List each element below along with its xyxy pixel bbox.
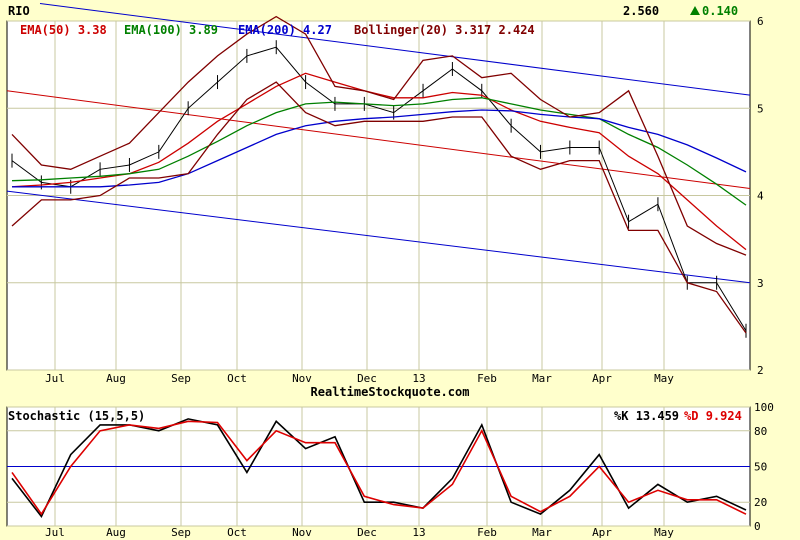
ema200-label: EMA(200) 4.27	[238, 23, 332, 37]
price-x-tick-label: Dec	[357, 372, 377, 385]
stoch-y-tick-label: 20	[754, 496, 767, 509]
stoch-x-tick-label: Jul	[45, 526, 65, 539]
price-y-tick-label: 5	[757, 102, 764, 115]
price-y-tick-label: 4	[757, 190, 764, 203]
bollinger-upper-line	[11, 15, 747, 256]
price-x-ticks: Jul Aug Sep Oct Nov Dec 13 Feb Mar Apr May	[45, 372, 674, 385]
price-x-tick-label: Sep	[171, 372, 191, 385]
watermark[interactable]: RealtimeStockquote.com	[311, 385, 470, 399]
price-x-tick-label: Jul	[45, 372, 65, 385]
upper-channel-line	[39, 3, 751, 96]
stoch-y-tick-label: 0	[754, 520, 761, 533]
price-y-tick-label: 6	[757, 15, 764, 28]
price-y-tick-label: 2	[757, 364, 764, 377]
stoch-x-tick-label: Apr	[592, 526, 612, 539]
stochastic-series	[11, 418, 747, 519]
stoch-x-tick-label: 13	[412, 526, 425, 539]
trend-channels	[6, 3, 751, 284]
last-price: 2.560	[623, 4, 659, 18]
stoch-k-label: %K 13.459	[614, 409, 679, 423]
stoch-x-tick-label: Oct	[227, 526, 247, 539]
price-grid	[7, 20, 750, 371]
bollinger-lower-line	[11, 81, 747, 334]
stoch-x-tick-label: Aug	[106, 526, 126, 539]
price-x-tick-label: May	[654, 372, 674, 385]
stoch-d-line	[11, 420, 747, 516]
bollinger-label: Bollinger(20) 3.317 2.424	[354, 23, 535, 37]
ema50-label: EMA(50) 3.38	[20, 23, 107, 37]
price-y-tick-label: 3	[757, 277, 764, 290]
price-x-tick-label: Apr	[592, 372, 612, 385]
stoch-x-tick-label: Sep	[171, 526, 191, 539]
stoch-d-label: %D 9.924	[684, 409, 742, 423]
stoch-x-tick-label: Feb	[477, 526, 497, 539]
ticker-symbol: RIO	[8, 4, 30, 18]
lower-channel-line	[6, 190, 751, 284]
price-x-tick-label: Oct	[227, 372, 247, 385]
price-series	[11, 15, 747, 338]
stochastic-y-ticks: 100 80 50 20 0	[754, 401, 774, 533]
price-x-tick-label: Mar	[532, 372, 552, 385]
price-y-ticks: 6 5 4 3 2	[757, 15, 764, 377]
price-x-tick-label: Aug	[106, 372, 126, 385]
price-x-tick-label: Feb	[477, 372, 497, 385]
stoch-x-tick-label: Nov	[292, 526, 312, 539]
up-triangle-icon	[690, 6, 700, 15]
price-x-tick-label: Nov	[292, 372, 312, 385]
price-line	[11, 46, 747, 331]
ema50-line	[11, 72, 747, 251]
stochastic-title: Stochastic (15,5,5)	[8, 409, 145, 423]
stochastic-x-ticks: Jul Aug Sep Oct Nov Dec 13 Feb Mar Apr May	[45, 526, 674, 539]
regression-line	[6, 90, 751, 190]
stoch-x-tick-label: May	[654, 526, 674, 539]
ema200-line	[12, 109, 747, 188]
price-change: 0.140	[702, 4, 738, 18]
ema100-label: EMA(100) 3.89	[124, 23, 218, 37]
stoch-y-tick-label: 80	[754, 425, 767, 438]
stoch-x-tick-label: Dec	[357, 526, 377, 539]
stoch-y-tick-label: 50	[754, 461, 767, 474]
price-x-tick-label: 13	[412, 372, 425, 385]
stoch-x-tick-label: Mar	[532, 526, 552, 539]
ema100-line	[11, 97, 747, 206]
stoch-y-tick-label: 100	[754, 401, 774, 414]
